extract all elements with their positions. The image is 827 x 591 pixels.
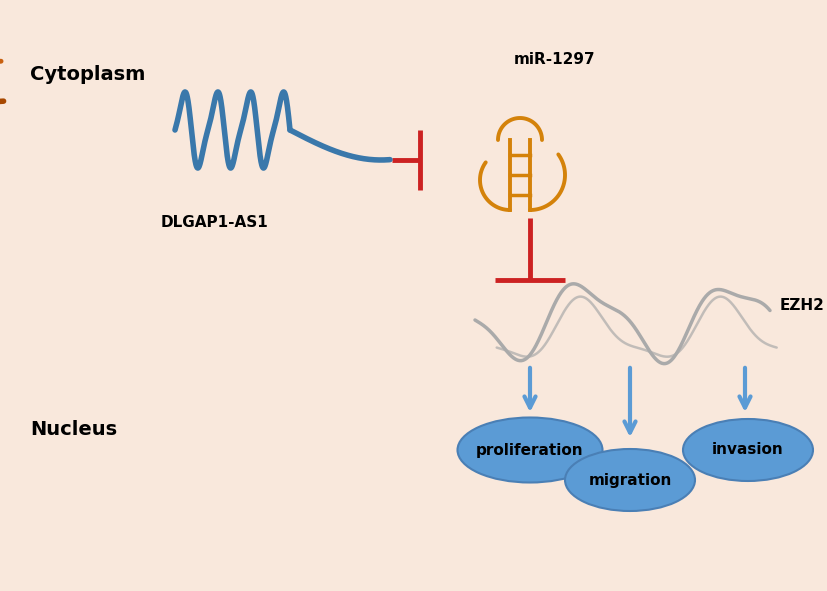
Text: proliferation: proliferation <box>476 443 584 457</box>
Ellipse shape <box>683 419 813 481</box>
Text: migration: migration <box>588 472 672 488</box>
Text: EZH2: EZH2 <box>780 297 825 313</box>
Text: invasion: invasion <box>712 443 784 457</box>
Text: DLGAP1-AS1: DLGAP1-AS1 <box>161 215 269 230</box>
Ellipse shape <box>457 417 603 482</box>
Ellipse shape <box>565 449 695 511</box>
Text: Cytoplasm: Cytoplasm <box>30 65 146 84</box>
Text: Nucleus: Nucleus <box>30 420 117 439</box>
Text: miR-1297: miR-1297 <box>514 52 595 67</box>
